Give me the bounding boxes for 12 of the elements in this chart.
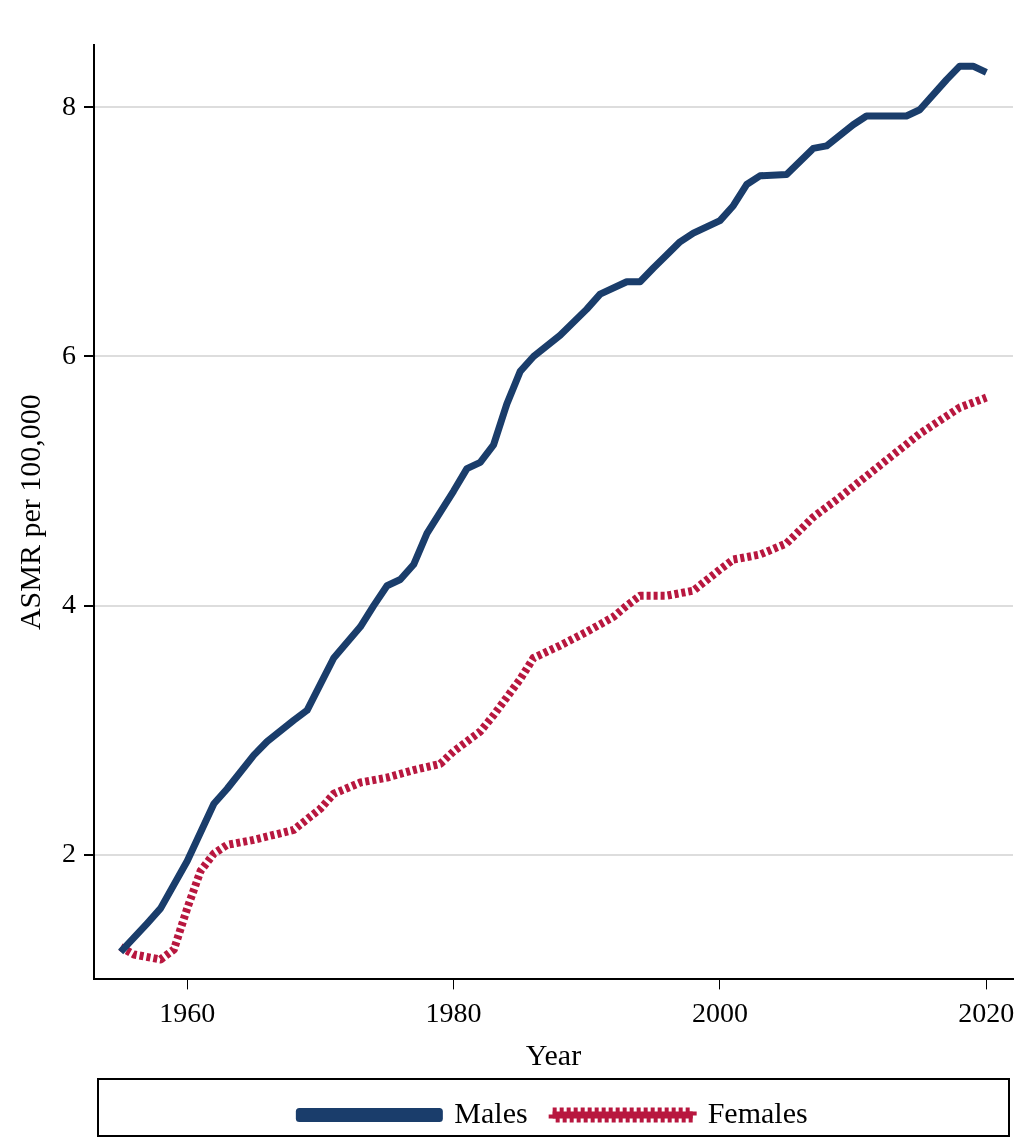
y-tick-label: 8 [62,89,76,121]
x-tick-label: 2000 [691,996,748,1028]
legend-label: Males [454,1095,528,1129]
x-tick-label: 2020 [958,996,1015,1028]
legend-label: Females [707,1095,808,1129]
x-tick-label: 1980 [425,996,482,1028]
y-tick-label: 6 [62,338,76,370]
y-tick-label: 4 [62,588,76,619]
x-tick-label: 1960 [159,996,216,1028]
y-tick-label: 2 [62,837,76,869]
y-axis-title: ASMR per 100,000 [12,394,46,631]
x-axis-title: Year [525,1037,582,1071]
